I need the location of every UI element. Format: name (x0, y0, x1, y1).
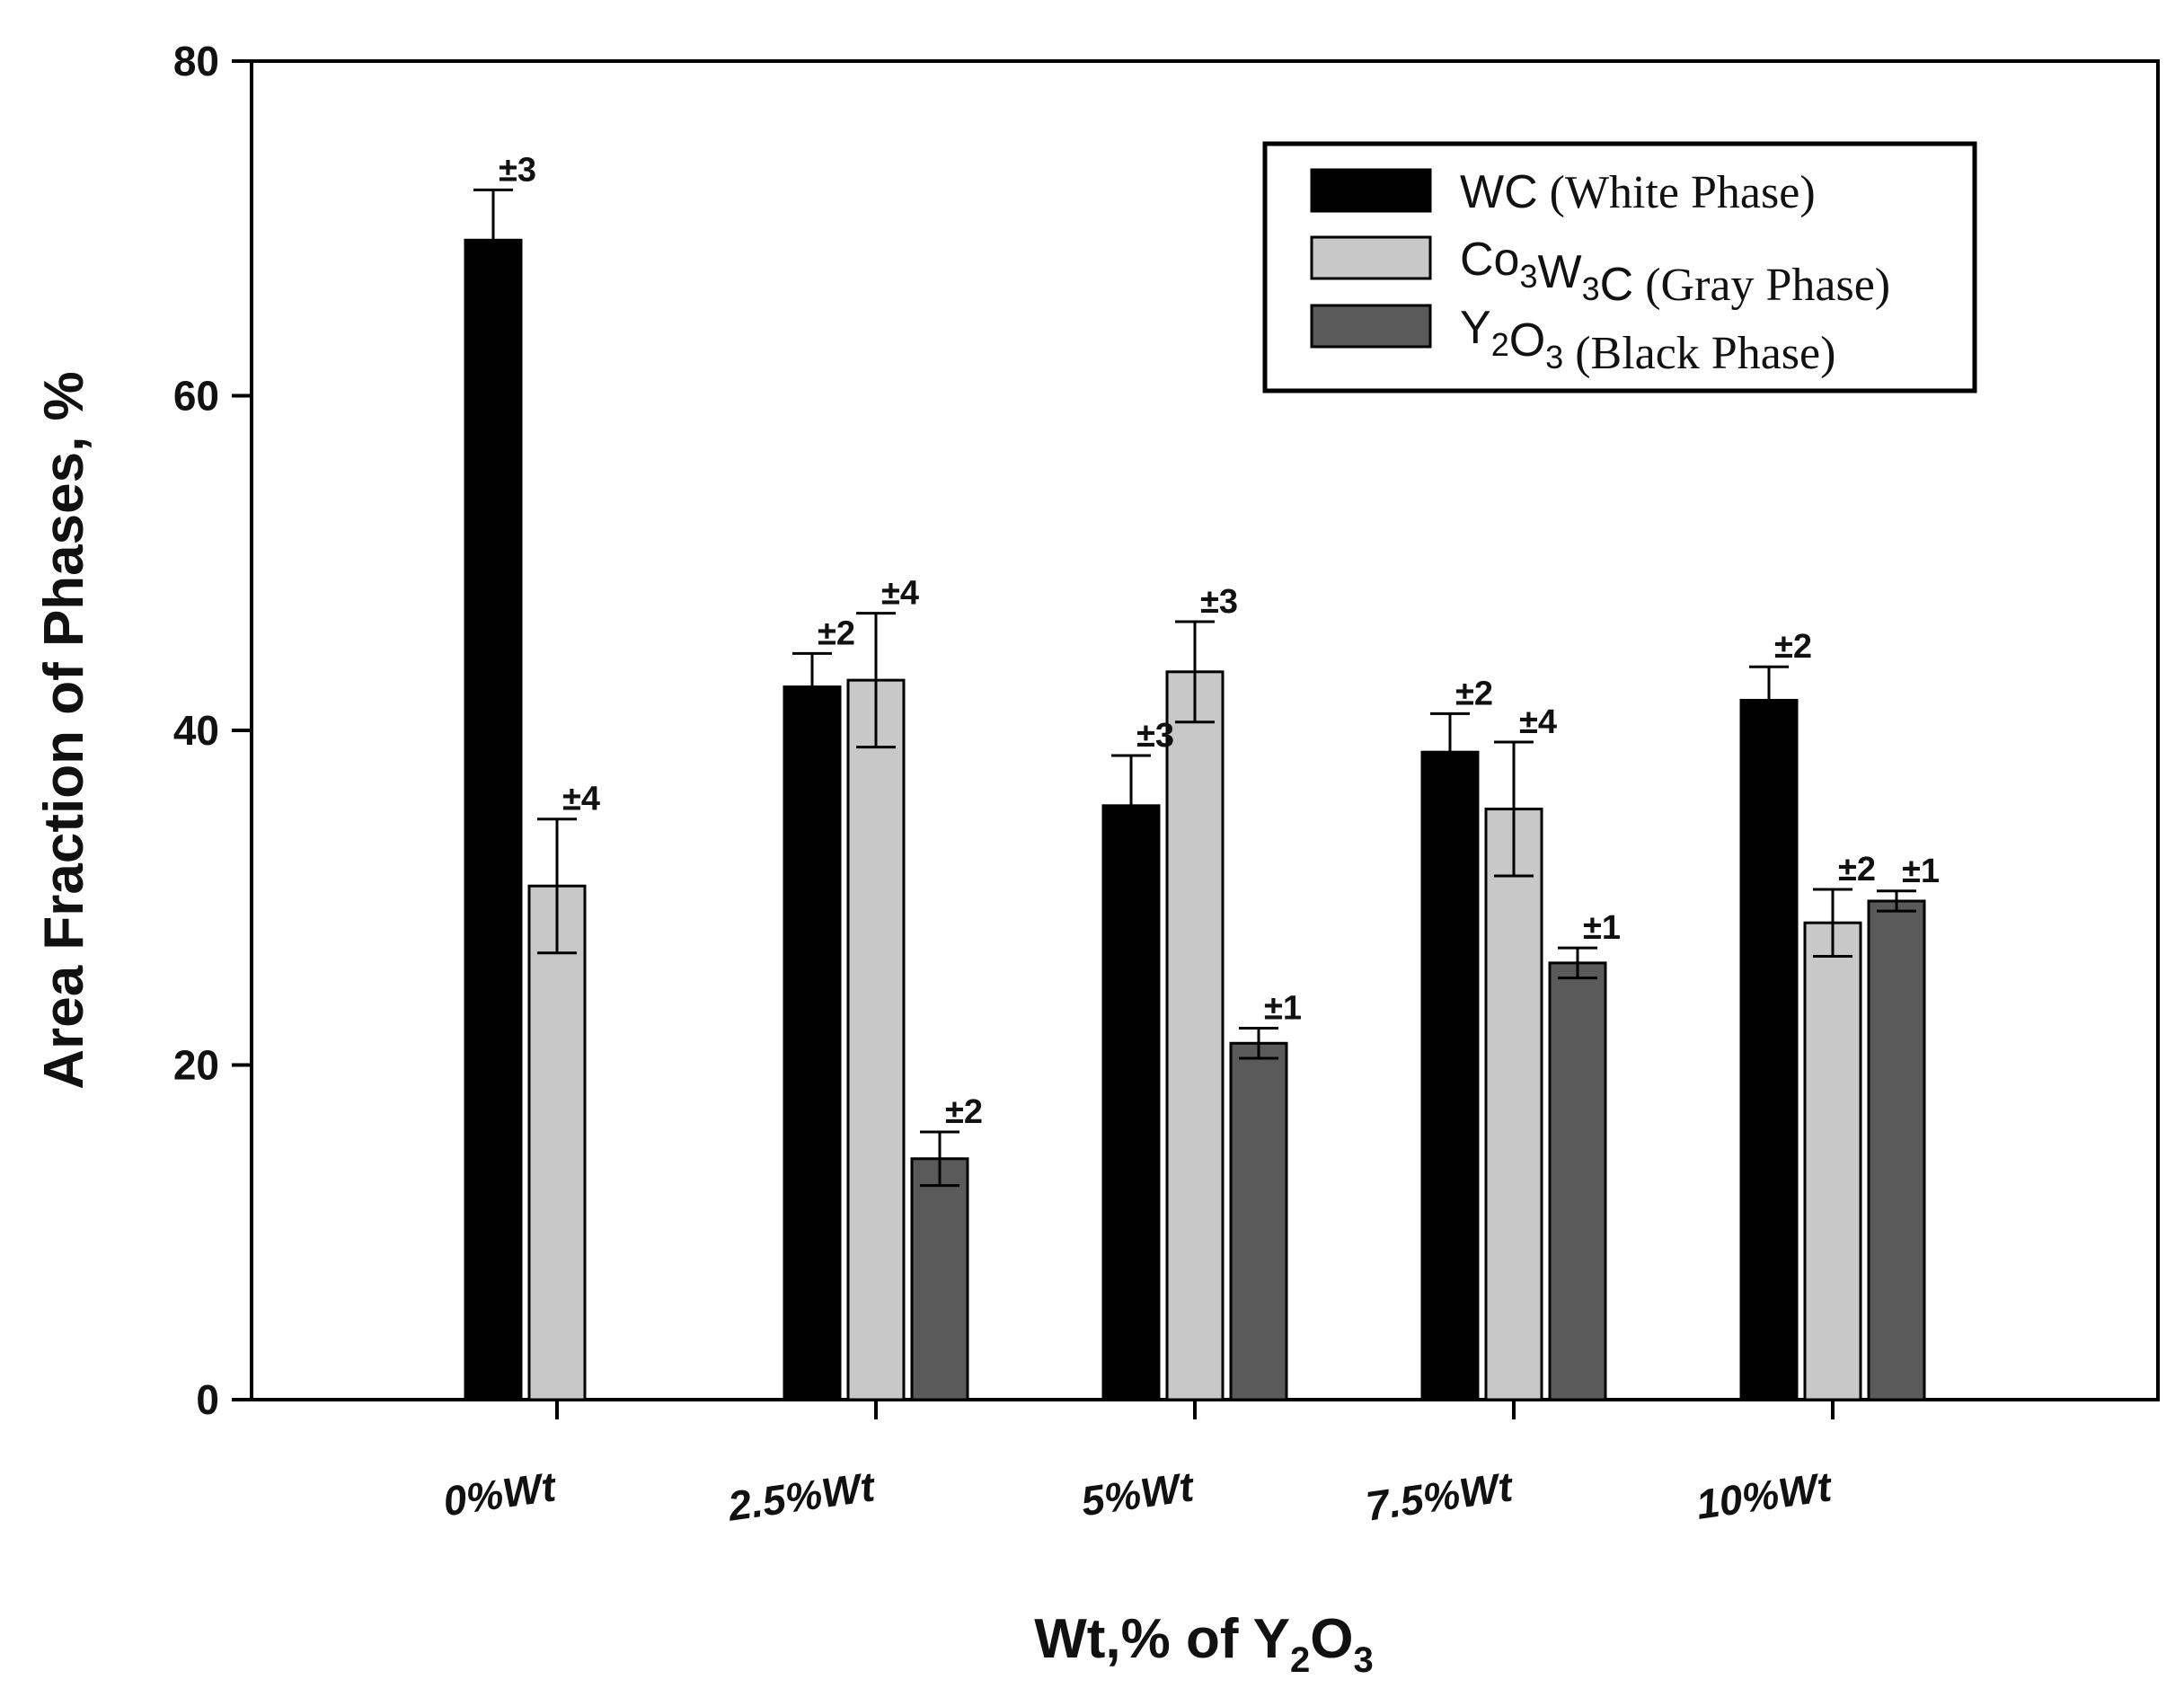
error-label: ±1 (1264, 990, 1302, 1028)
y-tick-label: 20 (173, 1042, 219, 1089)
bar (1484, 808, 1543, 1401)
bar (910, 1157, 969, 1401)
y-tick-label: 80 (173, 38, 219, 84)
bars (464, 238, 1926, 1401)
bar (1548, 961, 1607, 1401)
bar (1739, 698, 1799, 1401)
error-label: ±2 (818, 614, 855, 652)
x-axis-title: Wt,% of Y2O3 (1034, 1608, 1373, 1680)
bar (1867, 899, 1926, 1401)
legend-swatch (1310, 168, 1432, 213)
bar (1229, 1041, 1288, 1401)
error-label: ±4 (881, 575, 919, 613)
y-axis: 0 20 40 60 80 (173, 38, 252, 1423)
bar (1420, 750, 1480, 1401)
bar (1803, 921, 1862, 1401)
y-tick-label: 60 (173, 373, 219, 420)
error-label: ±2 (945, 1093, 983, 1131)
error-label: ±1 (1583, 909, 1621, 947)
error-label: ±2 (1774, 628, 1812, 666)
y-tick-label: 40 (173, 707, 219, 754)
bar (464, 238, 523, 1401)
legend-label: WC (White Phase) (1460, 166, 1816, 218)
error-label: ±2 (1455, 675, 1493, 712)
error-label: ±1 (1902, 853, 1940, 890)
error-label: ±3 (1136, 717, 1174, 755)
y-tick-label: 0 (196, 1376, 219, 1423)
x-tick-label: 0%Wt (440, 1463, 560, 1525)
bar (783, 685, 842, 1401)
error-label: ±4 (562, 781, 600, 818)
error-bars: ±3 ±2 ±3 ±2 ±2 ±4 ±4 ±3 ±4 ±2 ±2 ±1 ±1 ±1 (473, 151, 1940, 1188)
legend: WC (White Phase) Co3W3C (Gray Phase)Y2O3 … (1262, 141, 1977, 393)
error-label: ±3 (1200, 583, 1238, 621)
x-tick-label: 5%Wt (1078, 1463, 1198, 1525)
legend-label: Co3W3C (Gray Phase) (1460, 234, 1890, 311)
legend-swatch (1310, 304, 1432, 349)
x-tick-label: 2.5%Wt (724, 1463, 879, 1530)
bar (527, 884, 587, 1401)
error-label: ±2 (1838, 851, 1876, 888)
legend-label: Y2O3 (Black Phase) (1460, 302, 1835, 379)
error-label: ±3 (499, 151, 536, 189)
bar (846, 678, 906, 1401)
x-axis: 0%Wt 2.5%Wt 5%Wt 7.5%Wt 10%Wt (440, 1400, 1835, 1530)
x-tick-label: 10%Wt (1693, 1463, 1835, 1528)
bar (1165, 670, 1225, 1401)
error-label: ±4 (1519, 703, 1557, 741)
bar (1101, 804, 1161, 1401)
y-axis-title: Area Fraction of Phases, % (33, 371, 95, 1089)
legend-swatch (1310, 235, 1432, 280)
x-tick-label: 7.5%Wt (1363, 1463, 1516, 1529)
